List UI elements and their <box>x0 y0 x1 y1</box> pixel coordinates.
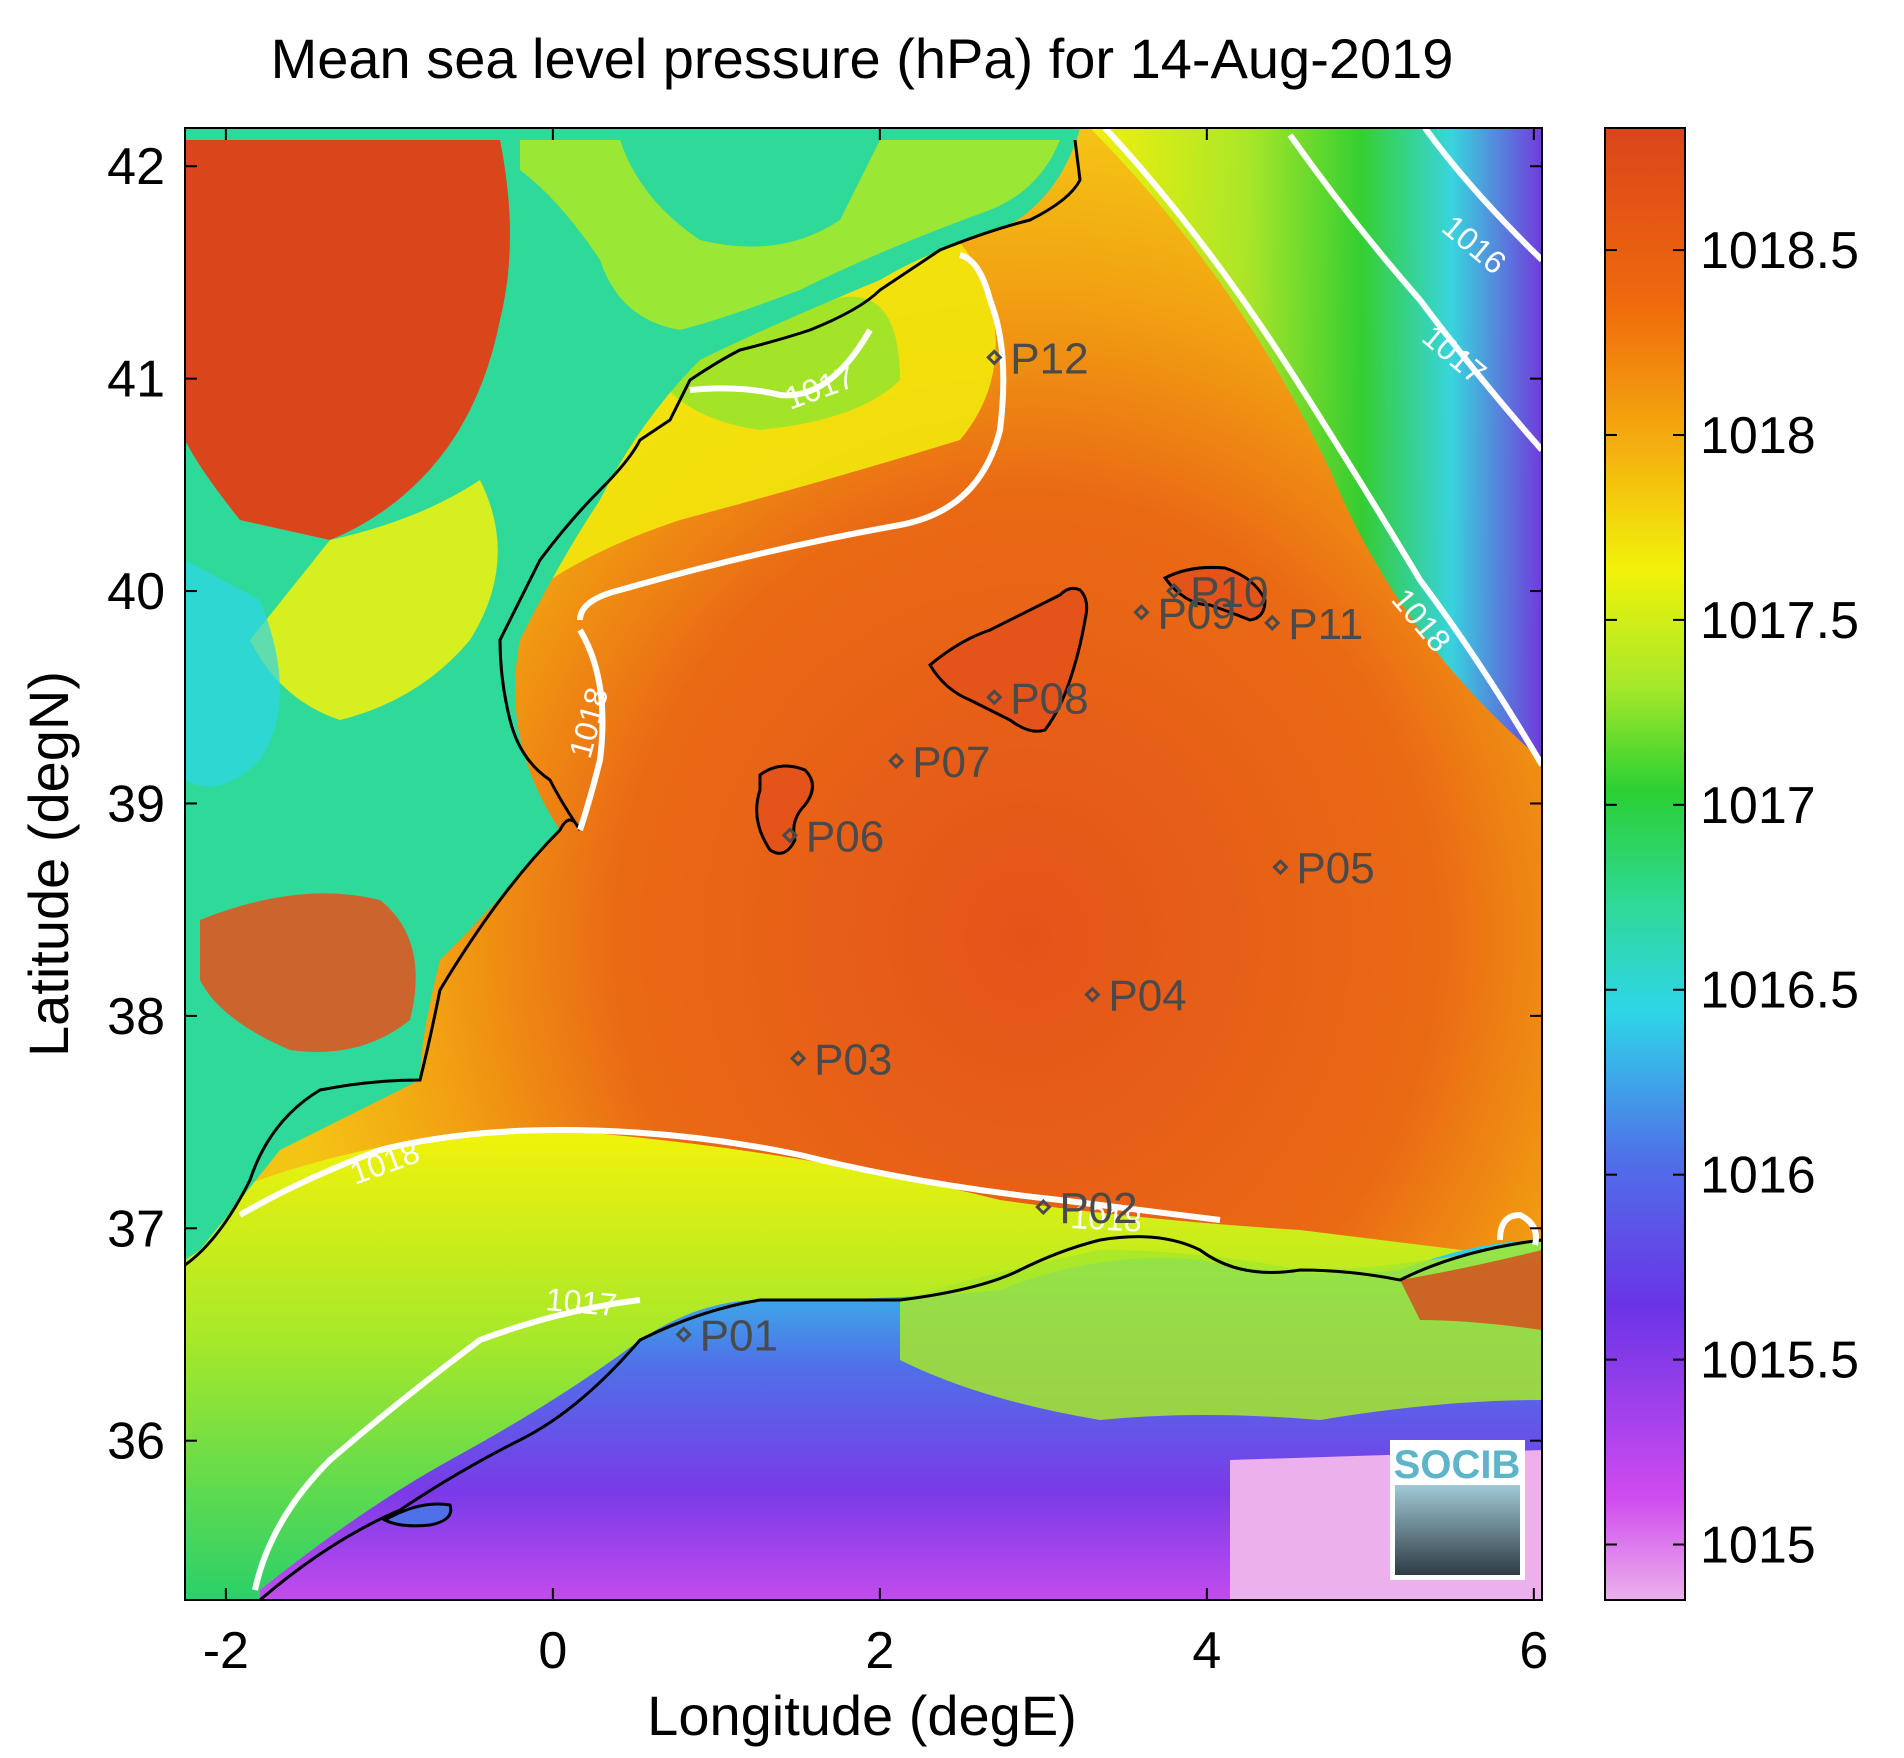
station-marker <box>1084 986 1101 1003</box>
murcia-high <box>200 893 416 1052</box>
station-marker <box>1166 582 1183 600</box>
contour-lines <box>238 128 1542 1591</box>
map-frame <box>184 127 1543 1601</box>
station-marker <box>1133 604 1150 621</box>
iberian-plateau-high <box>185 140 510 540</box>
contour-1018-south <box>238 1126 1221 1223</box>
alboran-island <box>381 1502 453 1528</box>
y-tick-label: 38 <box>107 988 165 1046</box>
contour-label: 1017 <box>544 1281 618 1323</box>
station-label: P07 <box>912 738 990 787</box>
x-tick-label: 2 <box>865 1622 894 1680</box>
colorbar-tick-label: 1017 <box>1700 777 1816 835</box>
station-marker <box>675 1326 692 1343</box>
algeria-coast-band <box>900 1240 1542 1420</box>
y-tick-label: 39 <box>107 775 165 833</box>
y-axis: 36 37 38 39 40 41 42 <box>107 138 1542 1471</box>
logo-water <box>1395 1485 1520 1575</box>
contour-1018-east <box>1102 128 1542 767</box>
colorbar-tick-label: 1018 <box>1700 407 1816 465</box>
east-algeria-high <box>1400 1250 1542 1330</box>
colorbar-tick-label: 1015 <box>1700 1517 1816 1575</box>
x-tick-label: -2 <box>203 1622 249 1680</box>
colorbar-tick-label: 1017.5 <box>1700 592 1859 650</box>
x-axis: -2 0 2 4 6 <box>203 128 1548 1680</box>
menorca-island <box>1162 566 1267 622</box>
colorbar-tick-label: 1016 <box>1700 1147 1816 1205</box>
contour-1017-ebro <box>689 328 873 399</box>
station-label: P04 <box>1108 972 1186 1021</box>
contour-1018-southeast <box>1497 1211 1539 1246</box>
station-label: P08 <box>1010 674 1088 723</box>
colorbar-tick-label: 1016.5 <box>1700 962 1859 1020</box>
x-tick-label: 4 <box>1192 1622 1221 1680</box>
ibiza-island <box>755 764 814 855</box>
catalonia-land <box>520 140 1060 330</box>
y-tick-label: 42 <box>107 138 165 196</box>
contour-1018-north <box>577 252 1007 621</box>
colorbar-ticks: 1015 1015.5 1016 1016.5 1017 1017.5 1018 1018.5 <box>1605 222 1859 1575</box>
station-marker <box>1272 859 1289 876</box>
station-marker <box>789 1050 807 1067</box>
iberian-coastline <box>185 139 1082 1267</box>
station-label: P11 <box>1288 600 1363 649</box>
station-label: P05 <box>1296 844 1374 893</box>
y-tick-label: 37 <box>107 1200 165 1258</box>
colorbar <box>1604 127 1686 1601</box>
iberian-midland <box>250 480 498 720</box>
ebro-delta-low <box>660 296 900 430</box>
y-tick-label: 41 <box>107 351 165 409</box>
contour-1017-east <box>1287 133 1542 452</box>
african-coastline <box>259 1235 1542 1600</box>
station-marker <box>986 689 1003 706</box>
y-tick-label: 36 <box>107 1413 165 1471</box>
x-tick-label: 0 <box>538 1622 567 1680</box>
station-label: P01 <box>700 1311 778 1360</box>
logo-text: SOCIB <box>1394 1443 1521 1487</box>
colorbar-tick-label: 1018.5 <box>1700 222 1859 280</box>
iberian-low-west <box>185 560 280 787</box>
socib-logo: SOCIB <box>1390 1440 1525 1580</box>
x-axis-label: Longitude (degE) <box>647 1684 1077 1747</box>
station-label: P06 <box>806 812 884 861</box>
station-marker <box>986 349 1003 366</box>
pressure-field <box>185 128 1542 1600</box>
station-marker <box>1035 1198 1052 1216</box>
y-tick-label: 40 <box>107 563 165 621</box>
contour-label: 1018 <box>1070 1199 1143 1239</box>
y-axis-label: Latitude (degN) <box>17 671 80 1057</box>
station-label: P03 <box>814 1035 892 1084</box>
contour-1018-valencia <box>577 628 606 831</box>
station-label: P09 <box>1157 589 1235 638</box>
mallorca-island <box>928 586 1089 733</box>
chart-title: Mean sea level pressure (hPa) for 14-Aug… <box>271 27 1454 90</box>
contour-1016-east <box>1422 128 1542 263</box>
colorbar-tick-label: 1015.5 <box>1700 1332 1859 1390</box>
station-marker <box>1264 614 1281 632</box>
station-marker <box>781 827 799 844</box>
station-label: P10 <box>1190 568 1268 617</box>
station-label: P12 <box>1010 334 1088 383</box>
station-label: P02 <box>1059 1184 1137 1233</box>
northeast-gradient <box>1090 128 1542 760</box>
contour-1017-alboran <box>252 1297 641 1591</box>
x-tick-label: 6 <box>1519 1622 1548 1680</box>
station-marker <box>888 752 905 770</box>
